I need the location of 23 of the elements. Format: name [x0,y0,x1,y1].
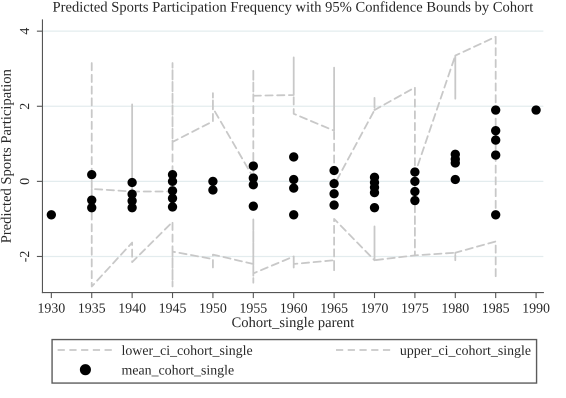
x-tick-label: 1935 [79,303,106,313]
y-tick-label: 4 [20,28,30,34]
legend-label: lower_ci_cohort_single [122,345,252,358]
y-axis-title: Predicted Sports Participation [0,69,14,243]
legend-label: mean_cohort_single [122,364,234,378]
x-tick-label: 1985 [483,303,510,313]
legend-label: upper_ci_cohort_single [400,345,531,358]
x-tick-label: 1930 [38,303,65,313]
x-tick-label: 1960 [281,303,308,313]
y-tick-label: -2 [20,251,30,262]
x-tick-label: 1990 [523,303,550,313]
chart-title: Predicted Sports Participation Frequency with 95% Confidence Bounds by Cohort [52,1,534,15]
x-tick-label: 1965 [321,303,348,313]
y-tick-label: 0 [20,178,30,184]
x-tick-label: 1945 [160,303,186,313]
x-tick-label: 1980 [442,303,469,313]
y-tick-label: 2 [20,104,30,110]
x-tick-label: 1955 [240,303,267,313]
x-tick-label: 1950 [200,303,226,313]
x-axis-title: Cohort_single parent [232,316,354,330]
x-tick-label: 1970 [362,303,388,313]
x-tick-label: 1940 [119,303,146,313]
x-tick-label: 1975 [402,303,428,313]
